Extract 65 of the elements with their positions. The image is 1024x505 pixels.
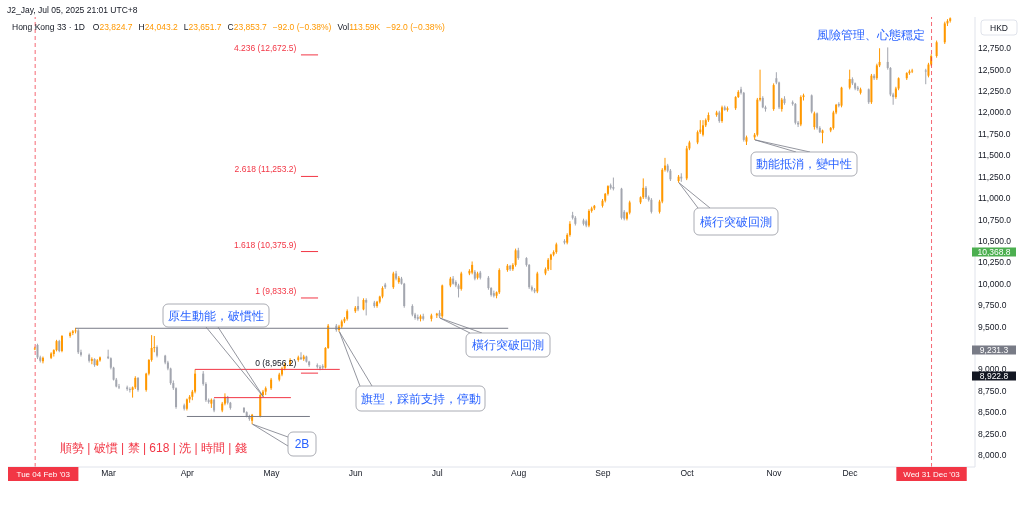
annotation: 橫行突破回測 bbox=[472, 338, 544, 352]
x-tick-label: Oct bbox=[680, 468, 695, 479]
y-tick-label: 12,000.0 bbox=[978, 107, 1012, 118]
y-tick-label: 11,500.0 bbox=[978, 150, 1011, 161]
y-tick-label: 12,250.0 bbox=[978, 86, 1012, 97]
x-tick-label: May bbox=[263, 468, 281, 479]
y-tick-label: 11,750.0 bbox=[978, 128, 1011, 139]
annotation: O23,824.7 bbox=[92, 22, 133, 32]
annotation: 4.236 (12,672.5) bbox=[233, 42, 297, 53]
annotation: 旗型，踩前支持，停動 bbox=[360, 392, 481, 405]
x-tick-label: Jun bbox=[348, 468, 363, 479]
x-tick-label: Aug bbox=[511, 468, 527, 479]
y-axis-title: HKD bbox=[990, 22, 1008, 33]
y-tick-label: 8,000.0 bbox=[978, 450, 1007, 461]
annotation: Vol113.59K bbox=[337, 22, 381, 32]
y-tick-label: 12,500.0 bbox=[978, 64, 1012, 75]
annotation: 1.618 (10,375.9) bbox=[233, 239, 297, 250]
candlestick bbox=[772, 82, 775, 112]
annotation: L23,651.7 bbox=[183, 22, 222, 32]
y-tick-label: 8,250.0 bbox=[978, 428, 1007, 439]
ref-line-label: Tue 04 Feb '03 bbox=[16, 470, 71, 479]
annotation: 1 (9,833.8) bbox=[255, 285, 297, 296]
y-tick-label: 12,750.0 bbox=[978, 43, 1012, 54]
text: 9,231.3 bbox=[979, 345, 1009, 355]
y-tick-label: 11,000.0 bbox=[978, 193, 1011, 204]
y-tick-label: 11,250.0 bbox=[978, 171, 1011, 182]
annotation: −92.0 (−0.38%) bbox=[386, 22, 446, 32]
annotation: H24,043.2 bbox=[138, 22, 178, 32]
annotation: C23,853.7 bbox=[227, 22, 268, 32]
annotation: −92.0 (−0.38%) bbox=[272, 22, 332, 32]
y-tick-label: 8,500.0 bbox=[978, 407, 1007, 418]
candlestick bbox=[943, 21, 946, 45]
annotation: 動能抵消，變中性 bbox=[756, 158, 852, 171]
annotation: 原生動能，破慣性 bbox=[168, 309, 264, 322]
annotation: 風險管理、心態穩定 bbox=[817, 28, 925, 42]
text: 10,368.8 bbox=[977, 247, 1011, 257]
candlestick bbox=[300, 351, 302, 361]
y-tick-label: 10,500.0 bbox=[978, 235, 1012, 246]
candlestick bbox=[460, 271, 463, 292]
chart-subtitle: J2_Jay, Jul 05, 2025 21:01 UTC+8 bbox=[7, 5, 138, 15]
candlestick bbox=[498, 267, 501, 295]
x-tick-label: Jul bbox=[431, 468, 443, 479]
y-tick-label: 10,000.0 bbox=[978, 278, 1012, 289]
candlestick bbox=[810, 94, 813, 114]
annotation: 2.618 (11,253.2) bbox=[234, 164, 297, 175]
y-tick-label: 8,750.0 bbox=[978, 385, 1007, 396]
annotation: 順勢 | 破慣 | 禁 | 618 | 洗 | 時間 | 錢 bbox=[60, 441, 247, 455]
y-tick-label: 9,500.0 bbox=[978, 321, 1007, 332]
x-tick-label: Sep bbox=[595, 468, 611, 479]
y-tick-label: 10,750.0 bbox=[978, 214, 1012, 225]
candlestick bbox=[924, 68, 927, 85]
x-tick-label: Nov bbox=[766, 468, 783, 479]
x-tick-label: Mar bbox=[101, 468, 116, 479]
annotation: 2B bbox=[294, 437, 310, 452]
candlestick bbox=[99, 356, 101, 363]
text: 8,922.8 bbox=[979, 371, 1009, 381]
x-tick-label: Dec bbox=[842, 468, 859, 479]
x-tick-label: Apr bbox=[180, 468, 195, 479]
annotation: 橫行突破回測 bbox=[700, 214, 772, 228]
y-tick-label: 10,250.0 bbox=[978, 257, 1012, 268]
text: Hong Kong 33 · 1D bbox=[12, 22, 85, 32]
candlestick bbox=[118, 383, 121, 390]
ref-line-label: Wed 31 Dec '03 bbox=[903, 470, 961, 479]
y-tick-label: 9,750.0 bbox=[978, 300, 1007, 311]
candlestick bbox=[137, 376, 140, 393]
